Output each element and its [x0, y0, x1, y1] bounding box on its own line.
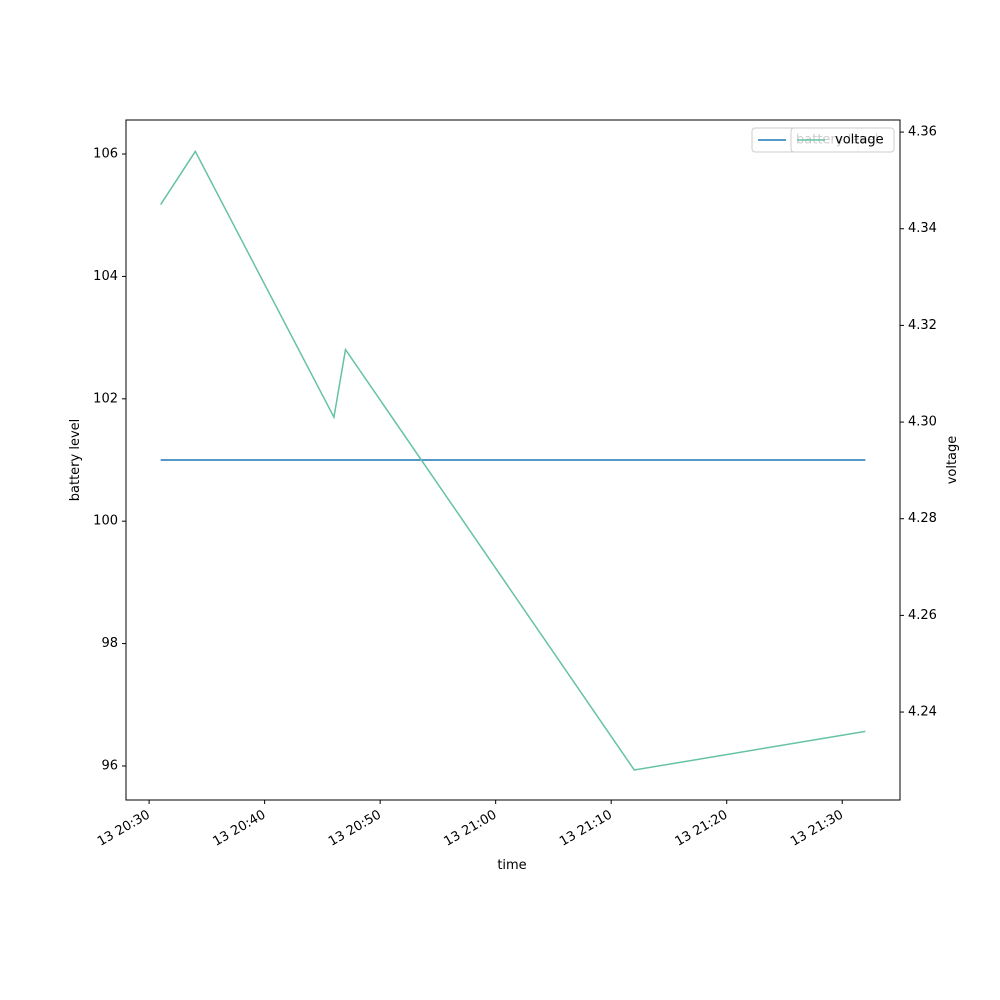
y2-tick-label: 4.36	[908, 125, 937, 140]
y-tick-label: 106	[93, 147, 118, 162]
y-tick-label: 98	[101, 636, 118, 651]
y2-axis-label: voltage	[945, 436, 960, 485]
series-line	[160, 149, 866, 771]
legend-label: voltage	[835, 133, 884, 148]
y2-tick-label: 4.24	[908, 705, 937, 720]
x-tick-label: 13 21:10	[557, 808, 615, 850]
x-tick-label: 13 21:20	[673, 808, 731, 850]
plot-frame	[125, 119, 901, 801]
y2-tick-label: 4.28	[908, 511, 937, 526]
x-axis-label: time	[497, 858, 526, 873]
y-tick-label: 104	[93, 269, 118, 284]
x-tick-label: 13 20:30	[95, 808, 153, 850]
x-tick-label: 13 20:40	[211, 808, 269, 850]
legend-box	[790, 127, 895, 153]
y-axis-label: battery level	[68, 419, 83, 502]
y2-tick-label: 4.30	[908, 415, 937, 430]
x-tick-label: 13 20:50	[326, 808, 384, 850]
x-tick-label: 13 21:00	[442, 808, 500, 850]
y-tick-label: 100	[93, 514, 118, 529]
y-tick-label: 102	[93, 391, 118, 406]
y2-tick-label: 4.32	[908, 318, 937, 333]
legend: voltage	[790, 127, 895, 153]
x-tick-label: 13 21:30	[788, 808, 846, 850]
y2-tick-label: 4.34	[908, 221, 937, 236]
y2-tick-label: 4.26	[908, 608, 937, 623]
y-tick-label: 96	[101, 758, 118, 773]
